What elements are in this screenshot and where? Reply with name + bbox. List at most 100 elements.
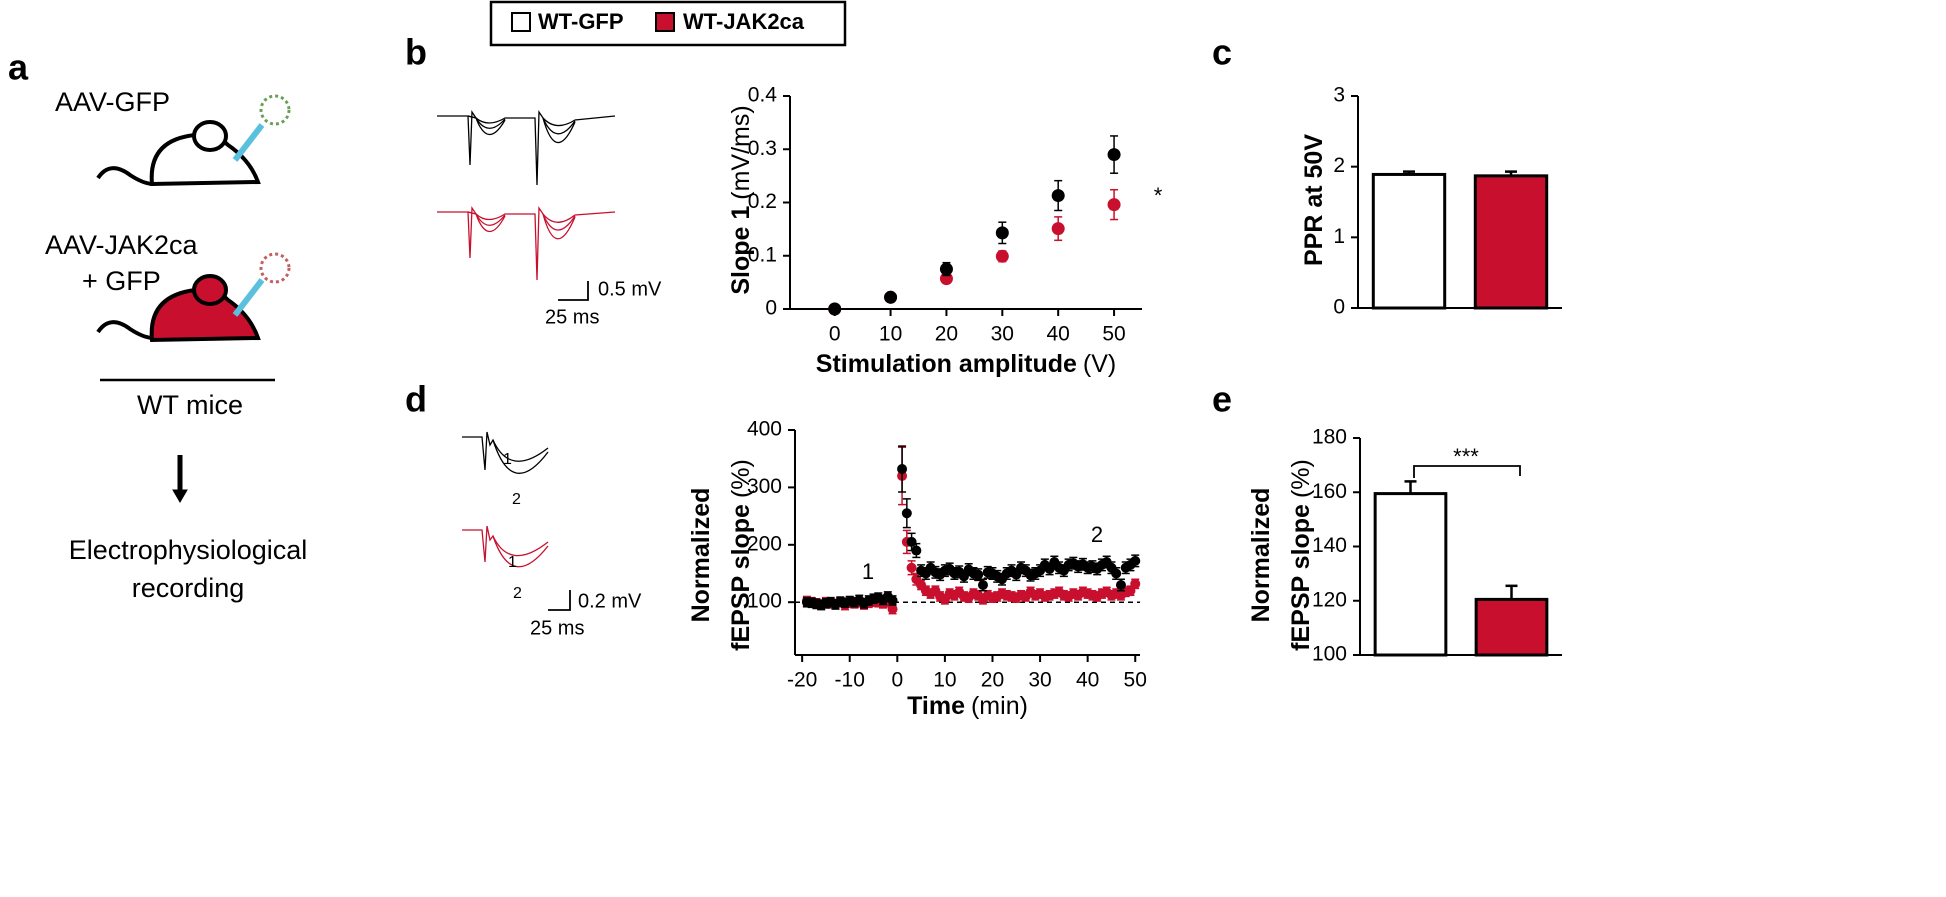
bar: [1373, 492, 1448, 657]
scale-label: 0.5 mV: [598, 278, 662, 300]
data-point: [828, 302, 842, 316]
y-tick-label: 100: [747, 590, 782, 613]
group-label: AAV-JAK2ca: [45, 230, 199, 260]
y-tick-label: 160: [1312, 480, 1347, 503]
y-axis-label-text: PPR at 50V: [1300, 134, 1328, 266]
x-axis-unit: (min): [971, 692, 1028, 720]
y-tick-label: 0.3: [748, 137, 777, 160]
annotation: ***: [1453, 444, 1479, 469]
trace: [437, 205, 616, 281]
mice-label: WT mice: [137, 390, 243, 420]
x-axis-label: Time (min): [907, 692, 1028, 720]
data-point: [973, 569, 984, 580]
data-point: [906, 536, 917, 547]
method-label: recording: [132, 573, 245, 603]
y-tick-label: 400: [747, 418, 782, 441]
trace: [467, 211, 576, 231]
bar: [1474, 597, 1549, 657]
data-point: [887, 595, 898, 606]
y-tick-label: 0.1: [748, 243, 777, 266]
panel-letter: b: [405, 32, 427, 73]
data-point: [1111, 568, 1122, 579]
significance-bracket: [1413, 465, 1521, 478]
virus-icon: [259, 94, 291, 126]
trace: [492, 439, 549, 474]
y-tick-label: 120: [1312, 588, 1347, 611]
x-tick-label: 0: [829, 323, 841, 346]
y-axis-unit: (%): [1287, 459, 1315, 498]
trace: [492, 535, 549, 568]
trace-label: 1: [503, 451, 512, 468]
data-point: [995, 226, 1009, 240]
data-point: [939, 262, 953, 276]
trace: [462, 525, 549, 563]
x-tick-label: 10: [879, 323, 902, 346]
legend-swatch: [655, 12, 675, 32]
data-point: [1051, 189, 1065, 203]
x-axis-label: Stimulation amplitude (V): [816, 350, 1116, 378]
annotation: *: [1154, 183, 1163, 208]
y-axis-label-text: Normalized: [687, 488, 715, 623]
schematic: [96, 94, 291, 503]
y-axis-label: Normalized: [1247, 488, 1275, 623]
scale-label: 25 ms: [530, 617, 584, 639]
data-point: [897, 464, 908, 475]
data-point: [906, 562, 917, 573]
annotation: 1: [862, 559, 874, 584]
traces: [437, 109, 616, 301]
y-axis-label: PPR at 50V: [1300, 134, 1328, 266]
y-tick-label: 0.2: [748, 190, 777, 213]
legend-label: WT-JAK2ca: [683, 9, 805, 34]
mouse-ear: [192, 120, 228, 152]
legend-label: WT-GFP: [538, 9, 624, 34]
x-tick-label: 10: [933, 669, 956, 692]
group-label: AAV-GFP: [55, 87, 170, 117]
data-point: [995, 249, 1009, 263]
data-point: [1051, 222, 1065, 236]
y-tick-label: 100: [1312, 643, 1347, 666]
y-axis-label-text: Slope 1: [727, 206, 755, 295]
y-tick-label: 1: [1333, 225, 1345, 248]
x-tick-label: 50: [1124, 669, 1147, 692]
x-tick-label: 20: [981, 669, 1004, 692]
panel-letter: c: [1212, 32, 1232, 73]
syringe: [232, 278, 265, 317]
y-axis-label-text: fEPSP slope: [727, 504, 755, 651]
y-axis-unit: (mV/ms): [727, 105, 755, 199]
y-tick-label: 180: [1312, 426, 1347, 449]
panel-letter: a: [8, 47, 29, 88]
data-point: [887, 604, 898, 615]
y-axis-label-text: Normalized: [1247, 488, 1275, 623]
y-axis-label: fEPSP slope (%): [727, 459, 755, 651]
x-axis-label-text: Stimulation amplitude: [816, 350, 1077, 378]
x-tick-label: 20: [935, 323, 958, 346]
data-point: [911, 545, 922, 556]
y-tick-label: 3: [1333, 84, 1345, 107]
syringe: [232, 123, 265, 162]
x-axis-unit: (V): [1083, 350, 1116, 378]
y-axis-unit: (%): [727, 459, 755, 498]
y-axis-label: Slope 1 (mV/ms): [727, 105, 755, 294]
data-point: [1107, 198, 1121, 212]
y-axis-label-text: fEPSP slope: [1287, 504, 1315, 651]
trace: [437, 109, 616, 186]
data-point: [1130, 555, 1141, 566]
y-tick-label: 140: [1312, 534, 1347, 557]
bar: [1371, 172, 1447, 310]
annotation: 2: [1091, 522, 1103, 547]
method-label: Electrophysiological: [69, 535, 308, 565]
x-tick-label: 50: [1102, 323, 1125, 346]
group-label: + GFP: [82, 266, 161, 296]
data-point: [977, 579, 988, 590]
y-tick-label: 0: [1333, 296, 1345, 319]
arrow-head: [172, 489, 188, 503]
trace: [467, 115, 576, 144]
legend-swatch: [511, 12, 531, 32]
x-tick-label: 30: [1028, 669, 1051, 692]
panel-letter: d: [405, 379, 427, 420]
y-tick-label: 300: [747, 475, 782, 498]
trace: [467, 211, 576, 240]
y-axis-label: fEPSP slope (%): [1287, 459, 1315, 651]
traces: [462, 431, 571, 611]
